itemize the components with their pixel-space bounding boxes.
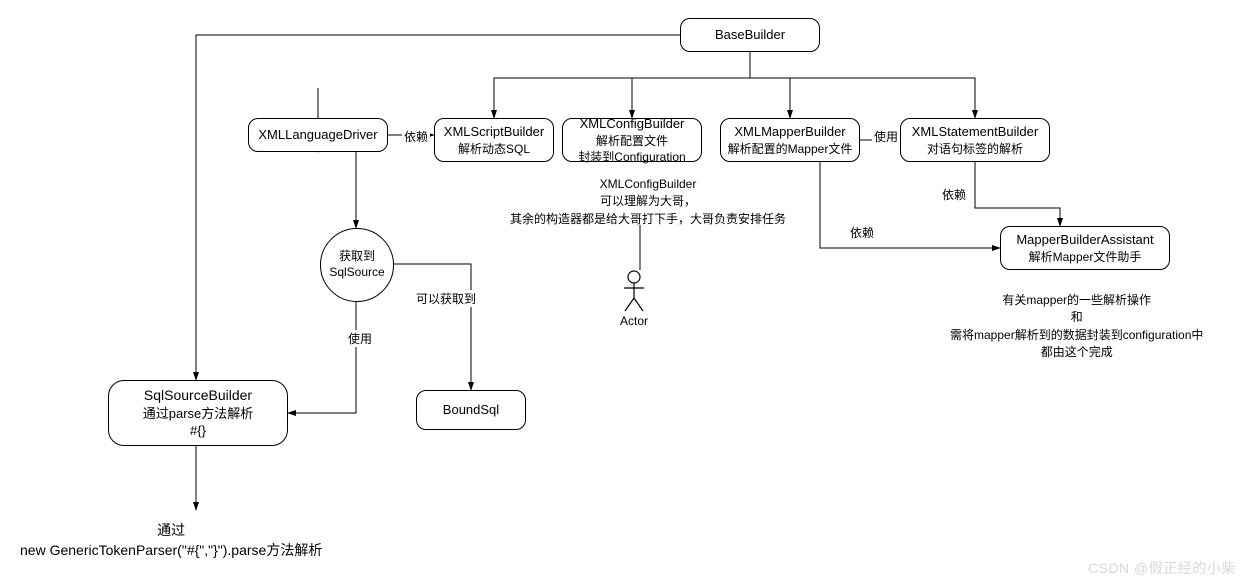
node-title: BoundSql bbox=[443, 401, 499, 419]
node-title: XMLLanguageDriver bbox=[258, 126, 377, 144]
node-mapper-builder-assistant: MapperBuilderAssistant 解析Mapper文件助手 bbox=[1000, 226, 1170, 270]
node-subtitle: 对语句标签的解析 bbox=[927, 141, 1023, 157]
node-xml-script-builder: XMLScriptBuilder 解析动态SQL bbox=[434, 118, 554, 162]
node-subtitle: 解析配置文件 封装到Configuration bbox=[578, 133, 685, 165]
node-xml-language-driver: XMLLanguageDriver bbox=[248, 118, 388, 152]
node-title: XMLScriptBuilder bbox=[444, 123, 544, 141]
node-xml-mapper-builder: XMLMapperBuilder 解析配置的Mapper文件 bbox=[720, 118, 860, 162]
node-title: XMLMapperBuilder bbox=[734, 123, 845, 141]
node-title: SqlSourceBuilder bbox=[144, 386, 252, 405]
node-subtitle: 解析动态SQL bbox=[458, 141, 530, 157]
edge-label-use: 使用 bbox=[872, 128, 900, 145]
node-sql-source-builder: SqlSourceBuilder 通过parse方法解析 #{} bbox=[108, 380, 288, 446]
node-title: BaseBuilder bbox=[715, 26, 785, 44]
edge-label-use: 使用 bbox=[346, 330, 374, 347]
edge-label-depend: 依赖 bbox=[848, 224, 876, 241]
node-base-builder: BaseBuilder bbox=[680, 18, 820, 52]
node-title: XMLConfigBuilder bbox=[580, 115, 685, 133]
actor-label: Actor bbox=[620, 314, 648, 328]
node-title: XMLStatementBuilder bbox=[912, 123, 1038, 141]
node-sql-source-circle: 获取到 SqlSource bbox=[320, 228, 394, 302]
edge-label-can-get: 可以获取到 bbox=[414, 290, 478, 307]
text-xml-config-note: XMLConfigBuilder可以理解为大哥，其余的构造器都是给大哥打下手，大… bbox=[510, 176, 786, 228]
node-title: MapperBuilderAssistant bbox=[1016, 231, 1153, 249]
edge-label-depend: 依赖 bbox=[402, 128, 430, 145]
node-subtitle: 通过parse方法解析 #{} bbox=[143, 405, 254, 440]
edge-label-depend: 依赖 bbox=[940, 186, 968, 203]
node-subtitle: 解析配置的Mapper文件 bbox=[728, 141, 853, 157]
node-bound-sql: BoundSql bbox=[416, 390, 526, 430]
node-xml-config-builder: XMLConfigBuilder 解析配置文件 封装到Configuration bbox=[562, 118, 702, 162]
text-mapper-note: 有关mapper的一些解析操作和需将mapper解析到的数据封装到configu… bbox=[950, 292, 1203, 362]
node-xml-statement-builder: XMLStatementBuilder 对语句标签的解析 bbox=[900, 118, 1050, 162]
actor-icon: Actor bbox=[620, 270, 648, 328]
watermark: CSDN @假正经的小柴 bbox=[1088, 558, 1236, 578]
text-bottom-note: 通过new GenericTokenParser("#{","}").parse… bbox=[20, 520, 322, 561]
node-title: 获取到 SqlSource bbox=[329, 249, 384, 280]
node-subtitle: 解析Mapper文件助手 bbox=[1029, 249, 1142, 265]
